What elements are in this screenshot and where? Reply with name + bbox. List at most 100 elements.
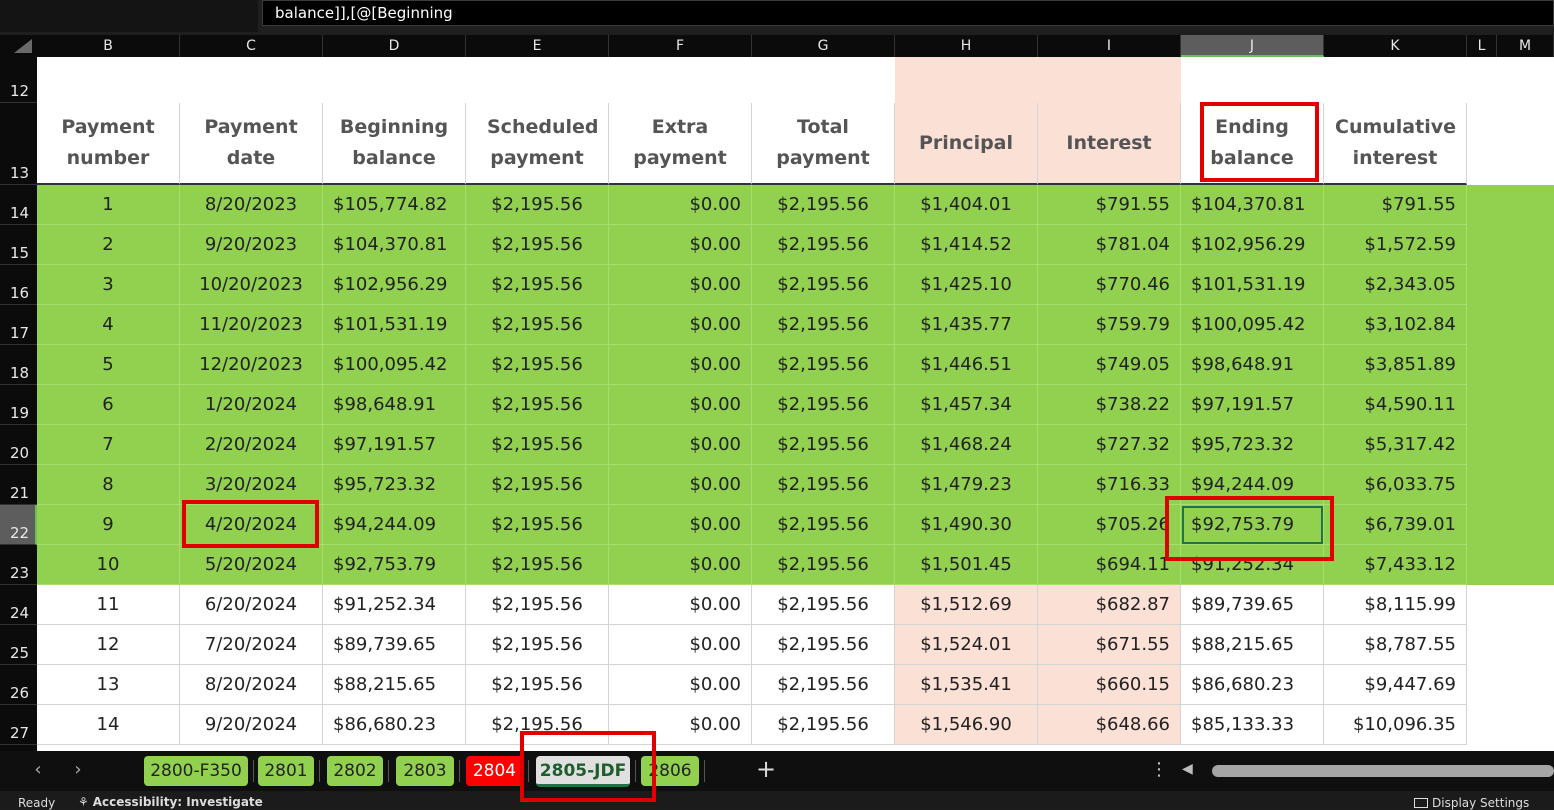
cell-cumulative-interest[interactable]: $9,447.69 bbox=[1324, 665, 1467, 705]
row-header-27[interactable]: 27 bbox=[0, 705, 37, 745]
cell-payment-number[interactable]: 10 bbox=[37, 545, 180, 585]
cell-payment-number[interactable]: 7 bbox=[37, 425, 180, 465]
cell-total-payment[interactable]: $2,195.56 bbox=[752, 385, 895, 425]
cell-payment-date[interactable]: 9/20/2023 bbox=[180, 225, 323, 265]
cell-interest[interactable]: $749.05 bbox=[1038, 345, 1181, 385]
cell-interest[interactable]: $682.87 bbox=[1038, 585, 1181, 625]
cell-payment-number[interactable]: 6 bbox=[37, 385, 180, 425]
row-header-15[interactable]: 15 bbox=[0, 225, 37, 265]
sheet-tab-2805-jdf[interactable]: 2805-JDF bbox=[536, 756, 630, 787]
column-header-j[interactable]: J bbox=[1181, 35, 1324, 57]
cell-principal[interactable]: $1,546.90 bbox=[895, 705, 1038, 745]
cell-payment-number[interactable]: 11 bbox=[37, 585, 180, 625]
cell-principal[interactable]: $1,512.69 bbox=[895, 585, 1038, 625]
cell-payment-number[interactable]: 2 bbox=[37, 225, 180, 265]
cell-beginning-balance[interactable]: $95,723.32 bbox=[323, 465, 466, 505]
cell-total-payment[interactable]: $2,195.56 bbox=[752, 225, 895, 265]
column-header-g[interactable]: G bbox=[752, 35, 895, 57]
column-header-f[interactable]: F bbox=[609, 35, 752, 57]
header-ending-balance[interactable]: Ending balance bbox=[1181, 103, 1324, 185]
cell-beginning-balance[interactable]: $98,648.91 bbox=[323, 385, 466, 425]
cell-interest[interactable]: $738.22 bbox=[1038, 385, 1181, 425]
column-header-k[interactable]: K bbox=[1324, 35, 1467, 57]
row-header-21[interactable]: 21 bbox=[0, 465, 37, 505]
cell-payment-date[interactable]: 4/20/2024 bbox=[180, 505, 323, 545]
row-header-22[interactable]: 22 bbox=[0, 505, 37, 545]
sheet-tab-2801[interactable]: 2801 bbox=[258, 756, 314, 786]
cell-payment-date[interactable]: 9/20/2024 bbox=[180, 705, 323, 745]
cell-cumulative-interest[interactable]: $3,851.89 bbox=[1324, 345, 1467, 385]
row-header-16[interactable]: 16 bbox=[0, 265, 37, 305]
cell-cumulative-interest[interactable]: $5,317.42 bbox=[1324, 425, 1467, 465]
cell-extra-payment[interactable]: $0.00 bbox=[609, 545, 752, 585]
cell-payment-number[interactable]: 8 bbox=[37, 465, 180, 505]
display-settings[interactable]: Display Settings bbox=[1414, 796, 1529, 810]
cell-ending-balance[interactable]: $94,244.09 bbox=[1181, 465, 1324, 505]
cell-principal[interactable]: $1,490.30 bbox=[895, 505, 1038, 545]
cell-payment-date[interactable]: 8/20/2024 bbox=[180, 665, 323, 705]
header-extra-payment[interactable]: Extra payment bbox=[609, 103, 752, 185]
chevron-right-icon[interactable]: › bbox=[74, 759, 82, 780]
cell-cumulative-interest[interactable]: $1,572.59 bbox=[1324, 225, 1467, 265]
cell-principal[interactable]: $1,446.51 bbox=[895, 345, 1038, 385]
cell-beginning-balance[interactable]: $88,215.65 bbox=[323, 665, 466, 705]
cell-total-payment[interactable]: $2,195.56 bbox=[752, 625, 895, 665]
header-payment-date[interactable]: Payment date bbox=[180, 103, 323, 185]
cell-scheduled-payment[interactable]: $2,195.56 bbox=[466, 185, 609, 225]
cell-payment-date[interactable]: 1/20/2024 bbox=[180, 385, 323, 425]
scroll-left-icon[interactable]: ◀ bbox=[1182, 761, 1193, 777]
cell-cumulative-interest[interactable]: $2,343.05 bbox=[1324, 265, 1467, 305]
header-cumulative-interest[interactable]: Cumulative interest bbox=[1324, 103, 1467, 185]
cell-payment-number[interactable]: 3 bbox=[37, 265, 180, 305]
cell-extra-payment[interactable]: $0.00 bbox=[609, 585, 752, 625]
cell-scheduled-payment[interactable]: $2,195.56 bbox=[466, 625, 609, 665]
cell-beginning-balance[interactable]: $102,956.29 bbox=[323, 265, 466, 305]
cell-principal[interactable]: $1,425.10 bbox=[895, 265, 1038, 305]
accessibility-status[interactable]: ⚘ Accessibility: Investigate bbox=[78, 795, 263, 809]
row-header-19[interactable]: 19 bbox=[0, 385, 37, 425]
cell-beginning-balance[interactable]: $86,680.23 bbox=[323, 705, 466, 745]
cell-payment-date[interactable]: 7/20/2024 bbox=[180, 625, 323, 665]
cell-total-payment[interactable]: $2,195.56 bbox=[752, 425, 895, 465]
cell-ending-balance[interactable]: $88,215.65 bbox=[1181, 625, 1324, 665]
cell-beginning-balance[interactable]: $94,244.09 bbox=[323, 505, 466, 545]
cell-total-payment[interactable]: $2,195.56 bbox=[752, 545, 895, 585]
cell-scheduled-payment[interactable]: $2,195.56 bbox=[466, 385, 609, 425]
cell-payment-number[interactable]: 9 bbox=[37, 505, 180, 545]
column-header-l[interactable]: L bbox=[1467, 35, 1497, 57]
cell-scheduled-payment[interactable]: $2,195.56 bbox=[466, 585, 609, 625]
cell-ending-balance[interactable]: $102,956.29 bbox=[1181, 225, 1324, 265]
cell-payment-date[interactable]: 5/20/2024 bbox=[180, 545, 323, 585]
cell-total-payment[interactable]: $2,195.56 bbox=[752, 505, 895, 545]
cell-payment-date[interactable]: 3/20/2024 bbox=[180, 465, 323, 505]
column-header-e[interactable]: E bbox=[466, 35, 609, 57]
cell-beginning-balance[interactable]: $91,252.34 bbox=[323, 585, 466, 625]
cell-beginning-balance[interactable]: $105,774.82 bbox=[323, 185, 466, 225]
cell-payment-number[interactable]: 13 bbox=[37, 665, 180, 705]
row-header-17[interactable]: 17 bbox=[0, 305, 37, 345]
cell-total-payment[interactable]: $2,195.56 bbox=[752, 185, 895, 225]
cell-extra-payment[interactable]: $0.00 bbox=[609, 705, 752, 745]
cell-payment-number[interactable]: 5 bbox=[37, 345, 180, 385]
cell-ending-balance[interactable]: $86,680.23 bbox=[1181, 665, 1324, 705]
sheet-tab-2806[interactable]: 2806 bbox=[641, 756, 699, 786]
header-payment-number[interactable]: Payment number bbox=[37, 103, 180, 185]
cell-principal[interactable]: $1,404.01 bbox=[895, 185, 1038, 225]
cell-ending-balance[interactable]: $97,191.57 bbox=[1181, 385, 1324, 425]
cell-scheduled-payment[interactable]: $2,195.56 bbox=[466, 465, 609, 505]
row-header-20[interactable]: 20 bbox=[0, 425, 37, 465]
sheet-tab-2802[interactable]: 2802 bbox=[327, 756, 383, 786]
cell-principal[interactable]: $1,468.24 bbox=[895, 425, 1038, 465]
chevron-left-icon[interactable]: ‹ bbox=[34, 759, 42, 780]
cell-scheduled-payment[interactable]: $2,195.56 bbox=[466, 225, 609, 265]
cell-ending-balance[interactable]: $85,133.33 bbox=[1181, 705, 1324, 745]
cell-principal[interactable]: $1,414.52 bbox=[895, 225, 1038, 265]
cell-beginning-balance[interactable]: $100,095.42 bbox=[323, 345, 466, 385]
cell-payment-number[interactable]: 4 bbox=[37, 305, 180, 345]
cell-cumulative-interest[interactable]: $10,096.35 bbox=[1324, 705, 1467, 745]
cell-scheduled-payment[interactable]: $2,195.56 bbox=[466, 305, 609, 345]
cell-cumulative-interest[interactable]: $6,739.01 bbox=[1324, 505, 1467, 545]
column-header-d[interactable]: D bbox=[323, 35, 466, 57]
row-header-24[interactable]: 24 bbox=[0, 585, 37, 625]
cell-total-payment[interactable]: $2,195.56 bbox=[752, 265, 895, 305]
